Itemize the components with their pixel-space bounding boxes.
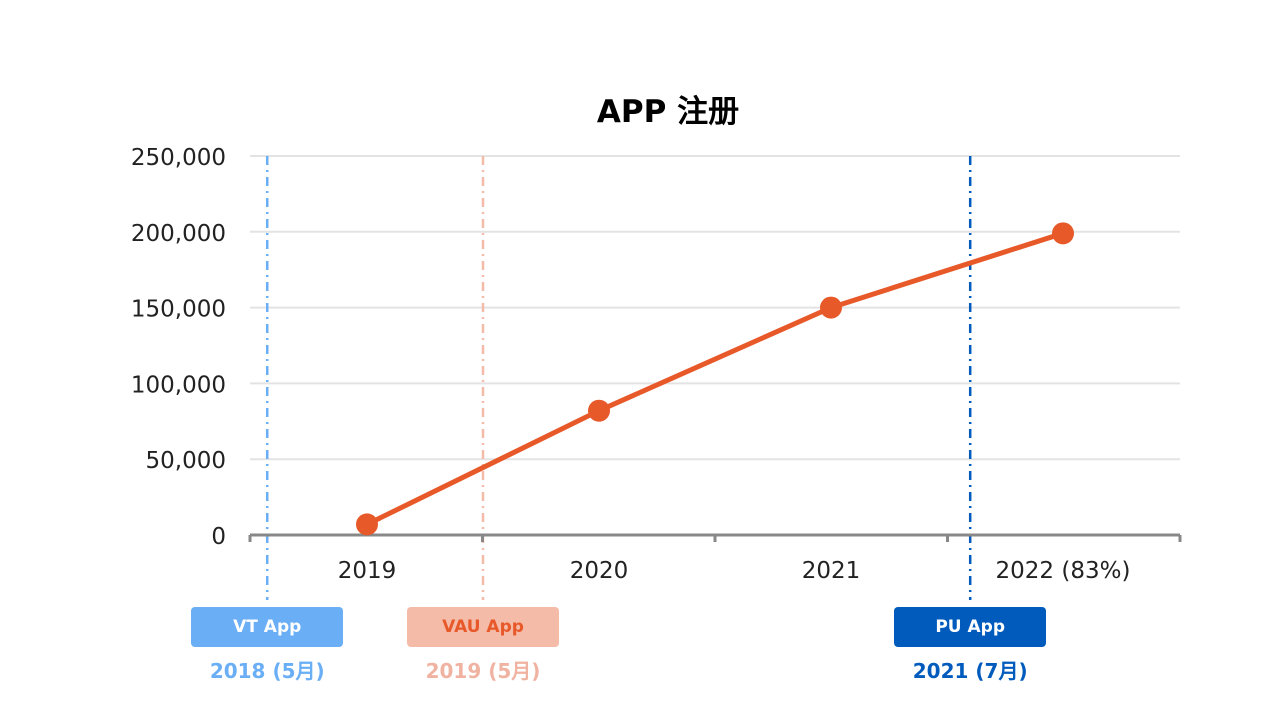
data-point xyxy=(588,399,610,422)
x-tick-label: 2020 xyxy=(570,558,629,584)
y-tick-label: 200,000 xyxy=(131,221,226,247)
x-tick-label: 2021 xyxy=(802,558,861,584)
y-tick-label: 0 xyxy=(211,524,226,550)
y-tick-label: 250,000 xyxy=(131,145,226,171)
milestone-badge: PU App xyxy=(894,607,1047,647)
y-axis-ticks: 0 50,000 100,000 150,000 200,000 250,000 xyxy=(131,145,226,550)
milestone-badge: VAU App xyxy=(407,607,559,647)
chart-title: APP 注册 xyxy=(597,94,739,130)
milestone-date: 2019 (5月) xyxy=(425,659,541,683)
grid-lines xyxy=(250,155,1180,461)
series-layer xyxy=(356,222,1074,536)
data-point xyxy=(820,296,842,319)
data-point xyxy=(356,513,378,536)
x-tick-label: 2019 xyxy=(338,558,397,584)
milestone-badge: VT App xyxy=(191,607,344,647)
y-tick-label: 50,000 xyxy=(146,448,226,474)
milestone-date: 2018 (5月) xyxy=(209,659,325,683)
x-axis-ticks: 2019 2020 2021 2022 (83%) xyxy=(338,558,1131,584)
y-tick-label: 150,000 xyxy=(131,297,226,323)
x-tick-label: 2022 (83%) xyxy=(996,558,1131,584)
y-tick-label: 100,000 xyxy=(131,372,226,398)
series-line xyxy=(365,230,1064,527)
x-axis xyxy=(248,533,1182,542)
milestone-date: 2021 (7月) xyxy=(912,659,1028,683)
data-point xyxy=(1052,222,1074,245)
